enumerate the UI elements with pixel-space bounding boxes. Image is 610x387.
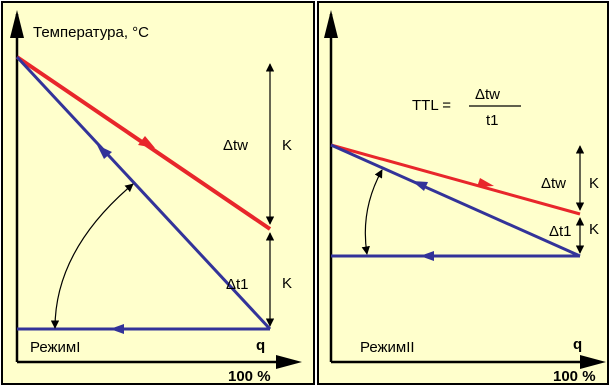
left-red-direction-arrow <box>138 136 155 148</box>
right-x-axis-max-label: 100 % <box>553 368 596 385</box>
right-delta-tw-label: Δtw <box>541 175 566 192</box>
right-y-axis-arrowhead <box>324 10 338 38</box>
formula-numerator: Δtw <box>475 86 500 103</box>
left-x-axis-arrowhead <box>276 355 302 369</box>
left-delta-tw-label: Δtw <box>223 137 248 154</box>
right-k-label-lower: K <box>589 221 599 238</box>
left-q-label: q <box>256 337 265 354</box>
right-angle-arc-arrow <box>361 169 383 255</box>
left-mode-label: РежимI <box>30 339 80 356</box>
right-blue-horizontal-arrow <box>420 251 434 261</box>
right-k-label-upper: K <box>589 175 599 192</box>
formula-lhs: TTL = <box>412 97 451 114</box>
left-k-label-lower: K <box>282 275 292 292</box>
right-panel: TTL = Δtw t1 Δtw K Δt1 K РежимII q 100 % <box>317 1 609 385</box>
left-blue-direction-arrow <box>97 145 112 159</box>
right-x-axis-arrowhead <box>580 355 606 369</box>
right-delta-t1-label: Δt1 <box>549 223 572 240</box>
right-blue-direction-arrow <box>412 181 428 191</box>
left-k-label-upper: K <box>282 137 292 154</box>
right-red-direction-arrow <box>477 178 494 187</box>
left-angle-arc-arrow <box>50 183 134 329</box>
left-x-axis-max-label: 100 % <box>228 368 271 385</box>
formula-denominator: t1 <box>486 112 499 129</box>
right-mode-label: РежимII <box>360 339 415 356</box>
right-blue-diagonal-line <box>330 143 581 258</box>
right-panel-background <box>317 1 609 385</box>
left-blue-diagonal-line <box>15 55 272 331</box>
left-y-axis-arrowhead <box>10 10 24 38</box>
right-red-line <box>330 143 581 216</box>
right-q-label: q <box>573 336 582 353</box>
left-y-axis-label: Температура, °C <box>33 24 149 41</box>
left-panel: Температура, °C Δtw K Δt1 K РежимI q 100… <box>1 1 315 385</box>
left-delta-t1-label: Δt1 <box>226 276 249 293</box>
